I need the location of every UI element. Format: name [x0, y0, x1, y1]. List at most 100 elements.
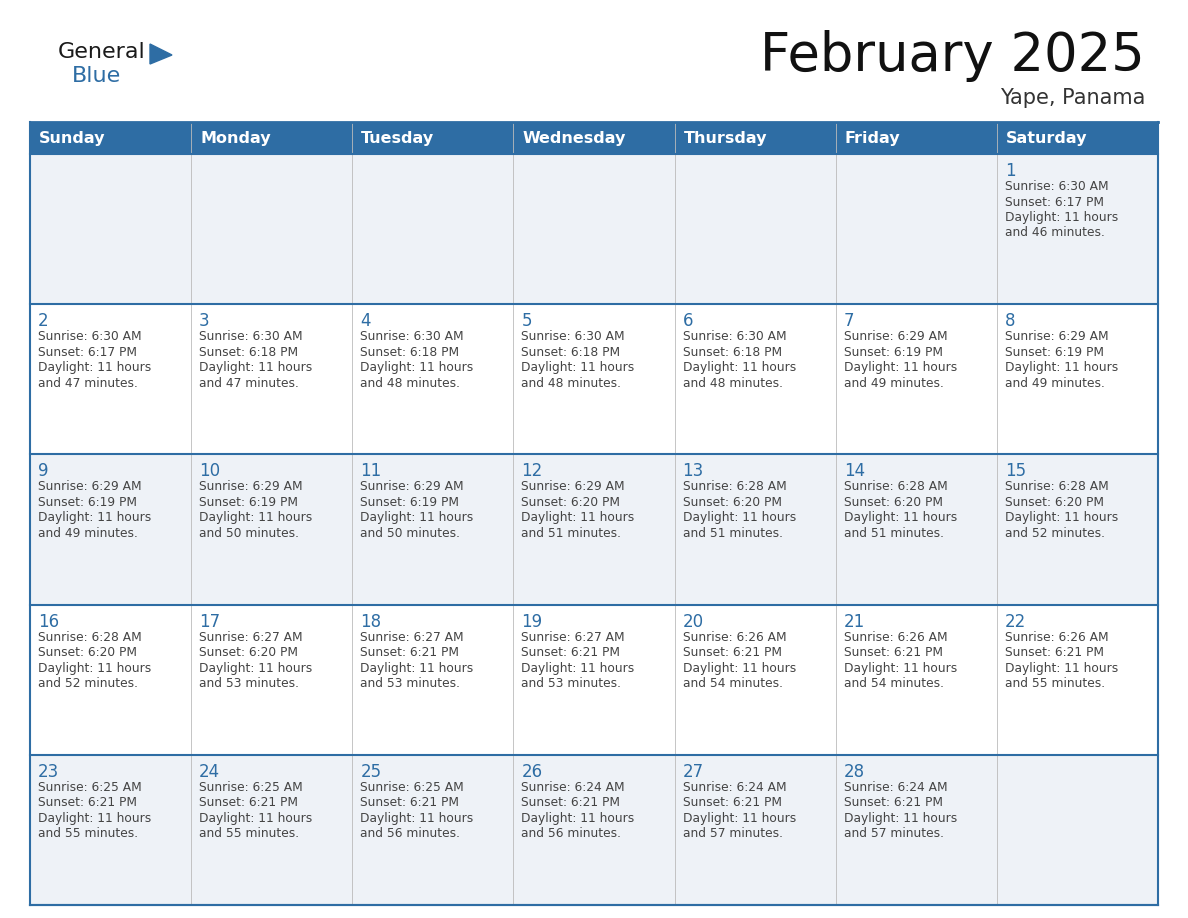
Bar [30, 605, 191, 755]
Text: Sunday: Sunday [39, 130, 106, 145]
Text: Sunrise: 6:30 AM: Sunrise: 6:30 AM [38, 330, 141, 343]
Text: Sunset: 6:19 PM: Sunset: 6:19 PM [38, 496, 137, 509]
Bar [353, 154, 513, 304]
Bar [835, 304, 997, 454]
Text: Daylight: 11 hours: Daylight: 11 hours [843, 662, 958, 675]
Text: Saturday: Saturday [1006, 130, 1087, 145]
Text: 5: 5 [522, 312, 532, 330]
Text: Daylight: 11 hours: Daylight: 11 hours [843, 361, 958, 375]
Text: 27: 27 [683, 763, 703, 781]
Text: Daylight: 11 hours: Daylight: 11 hours [683, 361, 796, 375]
Text: Sunset: 6:18 PM: Sunset: 6:18 PM [360, 346, 460, 359]
Text: Monday: Monday [200, 130, 271, 145]
Text: Sunrise: 6:30 AM: Sunrise: 6:30 AM [683, 330, 786, 343]
Text: Daylight: 11 hours: Daylight: 11 hours [360, 361, 474, 375]
Text: Sunrise: 6:29 AM: Sunrise: 6:29 AM [1005, 330, 1108, 343]
Text: Sunset: 6:21 PM: Sunset: 6:21 PM [843, 646, 943, 659]
Text: Sunset: 6:18 PM: Sunset: 6:18 PM [200, 346, 298, 359]
Bar [835, 755, 997, 905]
Text: Sunrise: 6:29 AM: Sunrise: 6:29 AM [38, 480, 141, 493]
Text: 24: 24 [200, 763, 220, 781]
Text: and 53 minutes.: and 53 minutes. [522, 677, 621, 690]
Text: 15: 15 [1005, 463, 1026, 480]
Text: Sunset: 6:18 PM: Sunset: 6:18 PM [683, 346, 782, 359]
Text: Daylight: 11 hours: Daylight: 11 hours [200, 812, 312, 824]
Text: General: General [58, 42, 146, 62]
Text: and 48 minutes.: and 48 minutes. [360, 376, 460, 390]
Text: Sunset: 6:21 PM: Sunset: 6:21 PM [360, 796, 460, 810]
Text: 18: 18 [360, 612, 381, 631]
Text: and 52 minutes.: and 52 minutes. [38, 677, 138, 690]
Bar [997, 304, 1158, 454]
Text: and 57 minutes.: and 57 minutes. [683, 827, 783, 840]
Text: 2: 2 [38, 312, 49, 330]
Text: 9: 9 [38, 463, 49, 480]
Bar [30, 755, 191, 905]
Bar [353, 122, 513, 154]
Text: 10: 10 [200, 463, 220, 480]
Text: Sunset: 6:17 PM: Sunset: 6:17 PM [38, 346, 137, 359]
Text: Yape, Panama: Yape, Panama [999, 88, 1145, 108]
Polygon shape [150, 44, 172, 64]
Text: 8: 8 [1005, 312, 1016, 330]
Text: 26: 26 [522, 763, 543, 781]
Text: and 55 minutes.: and 55 minutes. [38, 827, 138, 840]
Bar [30, 154, 191, 304]
Text: February 2025: February 2025 [760, 30, 1145, 82]
Text: Wednesday: Wednesday [523, 130, 626, 145]
Text: Sunrise: 6:27 AM: Sunrise: 6:27 AM [360, 631, 463, 644]
Text: Sunrise: 6:27 AM: Sunrise: 6:27 AM [522, 631, 625, 644]
Text: Sunset: 6:20 PM: Sunset: 6:20 PM [38, 646, 137, 659]
Text: Thursday: Thursday [683, 130, 767, 145]
Text: 28: 28 [843, 763, 865, 781]
Text: Daylight: 11 hours: Daylight: 11 hours [1005, 511, 1118, 524]
Text: Sunrise: 6:28 AM: Sunrise: 6:28 AM [683, 480, 786, 493]
Bar [675, 454, 835, 605]
Text: Sunrise: 6:30 AM: Sunrise: 6:30 AM [360, 330, 463, 343]
Text: Daylight: 11 hours: Daylight: 11 hours [200, 511, 312, 524]
Text: Sunrise: 6:29 AM: Sunrise: 6:29 AM [360, 480, 463, 493]
Text: and 46 minutes.: and 46 minutes. [1005, 227, 1105, 240]
Text: Sunrise: 6:26 AM: Sunrise: 6:26 AM [683, 631, 786, 644]
Text: Sunset: 6:21 PM: Sunset: 6:21 PM [360, 646, 460, 659]
Text: Sunset: 6:20 PM: Sunset: 6:20 PM [1005, 496, 1104, 509]
Text: Sunrise: 6:29 AM: Sunrise: 6:29 AM [522, 480, 625, 493]
Text: and 53 minutes.: and 53 minutes. [360, 677, 460, 690]
Text: and 54 minutes.: and 54 minutes. [843, 677, 943, 690]
Text: Sunset: 6:21 PM: Sunset: 6:21 PM [843, 796, 943, 810]
Text: Daylight: 11 hours: Daylight: 11 hours [683, 511, 796, 524]
Bar [353, 304, 513, 454]
Text: Sunset: 6:21 PM: Sunset: 6:21 PM [683, 796, 782, 810]
Text: Sunrise: 6:24 AM: Sunrise: 6:24 AM [522, 781, 625, 794]
Text: and 50 minutes.: and 50 minutes. [360, 527, 460, 540]
Text: Sunset: 6:21 PM: Sunset: 6:21 PM [522, 646, 620, 659]
Bar [997, 605, 1158, 755]
Bar [675, 122, 835, 154]
Text: and 56 minutes.: and 56 minutes. [360, 827, 460, 840]
Bar [513, 122, 675, 154]
Bar [30, 304, 191, 454]
Bar [191, 605, 353, 755]
Bar [191, 454, 353, 605]
Text: Daylight: 11 hours: Daylight: 11 hours [38, 662, 151, 675]
Text: 20: 20 [683, 612, 703, 631]
Text: and 56 minutes.: and 56 minutes. [522, 827, 621, 840]
Text: Sunset: 6:19 PM: Sunset: 6:19 PM [200, 496, 298, 509]
Bar [675, 304, 835, 454]
Text: and 57 minutes.: and 57 minutes. [843, 827, 943, 840]
Text: Daylight: 11 hours: Daylight: 11 hours [38, 511, 151, 524]
Text: Tuesday: Tuesday [361, 130, 435, 145]
Text: Sunrise: 6:30 AM: Sunrise: 6:30 AM [200, 330, 303, 343]
Text: Daylight: 11 hours: Daylight: 11 hours [1005, 361, 1118, 375]
Text: and 51 minutes.: and 51 minutes. [683, 527, 783, 540]
Bar [353, 454, 513, 605]
Text: Sunset: 6:21 PM: Sunset: 6:21 PM [683, 646, 782, 659]
Bar [835, 605, 997, 755]
Text: Sunrise: 6:25 AM: Sunrise: 6:25 AM [38, 781, 141, 794]
Text: Sunset: 6:20 PM: Sunset: 6:20 PM [843, 496, 943, 509]
Bar [353, 605, 513, 755]
Bar [675, 755, 835, 905]
Text: 16: 16 [38, 612, 59, 631]
Text: Sunrise: 6:29 AM: Sunrise: 6:29 AM [843, 330, 947, 343]
Text: Sunrise: 6:24 AM: Sunrise: 6:24 AM [843, 781, 947, 794]
